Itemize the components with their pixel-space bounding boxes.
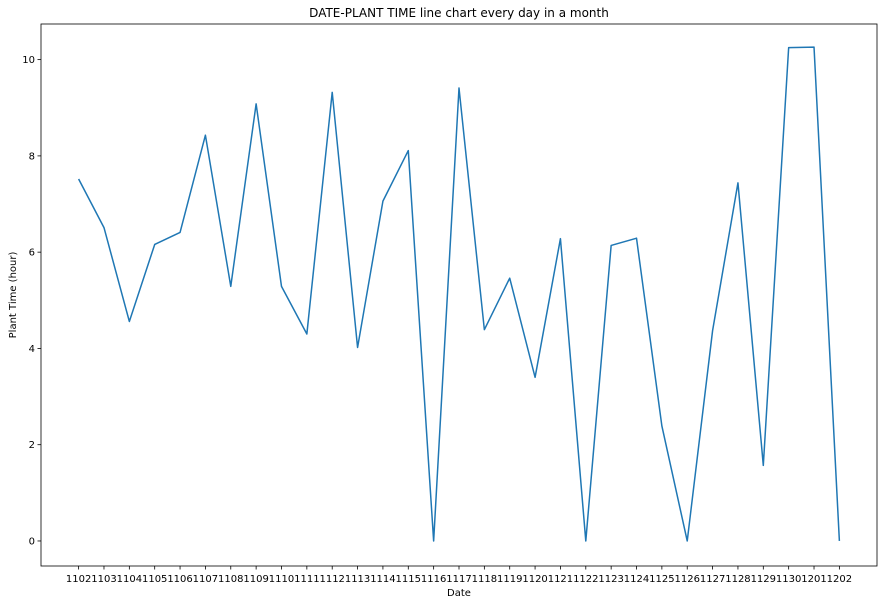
chart-title: DATE-PLANT TIME line chart every day in … <box>309 6 609 20</box>
x-tick-label: 1130 <box>776 574 801 585</box>
plot-frame <box>40 23 878 567</box>
y-tick-label: 8 <box>29 151 35 162</box>
x-tick-label: 1129 <box>751 574 776 585</box>
x-axis: 1102 1103 1104 1105 1106 1107 1108 1109 1110 1111… <box>66 566 852 585</box>
x-tick-label: 1119 <box>497 574 522 585</box>
x-tick-label: 1201 <box>801 574 826 585</box>
x-tick-label: 1111 <box>294 574 319 585</box>
x-tick-label: 1117 <box>446 574 471 585</box>
x-tick-label: 1121 <box>548 574 573 585</box>
y-tick-label: 2 <box>29 440 35 451</box>
y-tick-label: 0 <box>29 536 35 547</box>
x-tick-label: 1114 <box>370 574 395 585</box>
series-line <box>77 46 841 542</box>
plot-area <box>40 23 878 567</box>
y-tick-label: 4 <box>29 344 35 355</box>
x-tick-label: 1113 <box>345 574 370 585</box>
x-tick-label: 1123 <box>598 574 623 585</box>
x-tick-label: 1125 <box>649 574 674 585</box>
x-tick-label: 1105 <box>142 574 167 585</box>
x-tick-label: 1115 <box>396 574 421 585</box>
x-tick-label: 1118 <box>472 574 497 585</box>
x-tick-label: 1106 <box>167 574 192 585</box>
x-tick-label: 1102 <box>66 574 91 585</box>
x-tick-label: 1108 <box>218 574 243 585</box>
x-tick-label: 1126 <box>675 574 700 585</box>
y-axis: 0 2 4 6 8 10 <box>22 55 41 547</box>
x-tick-label: 1107 <box>193 574 218 585</box>
x-tick-label: 1120 <box>522 574 547 585</box>
x-tick-label: 1127 <box>700 574 725 585</box>
y-tick-label: 10 <box>22 55 35 66</box>
x-tick-label: 1122 <box>573 574 598 585</box>
x-tick-label: 1128 <box>725 574 750 585</box>
x-tick-label: 1124 <box>624 574 649 585</box>
y-tick-label: 6 <box>29 248 35 259</box>
x-tick-label: 1116 <box>421 574 446 585</box>
x-tick-label: 1104 <box>117 574 142 585</box>
x-tick-label: 1109 <box>243 574 268 585</box>
x-tick-label: 1110 <box>269 574 294 585</box>
x-tick-label: 1202 <box>827 574 852 585</box>
y-axis-label: Plant Time (hour) <box>8 252 19 339</box>
x-tick-label: 1103 <box>91 574 116 585</box>
x-axis-label: Date <box>447 588 471 599</box>
x-tick-label: 1112 <box>319 574 344 585</box>
